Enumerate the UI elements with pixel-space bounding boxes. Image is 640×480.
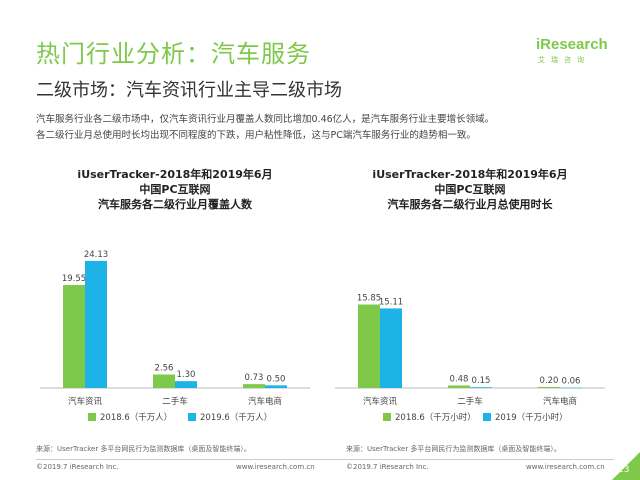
chart-title-line-2: 中国PC互联网 (434, 182, 505, 196)
page-title: 热门行业分析：汽车服务 (36, 40, 311, 68)
chart-title-line-2: 中国PC互联网 (139, 182, 210, 196)
legend-swatch-1 (88, 413, 96, 421)
bar-1-3 (243, 384, 265, 388)
body-line-2: 各二级行业月总使用时长均出现不同程度的下跌，用户粘性降低，这与PC端汽车服务行业… (36, 130, 476, 141)
bar-2-2 (175, 381, 197, 388)
data-label-1-2: 0.48 (450, 374, 469, 384)
logo-wordmark: iResearch (536, 36, 608, 53)
bar-1-3 (538, 386, 560, 388)
bar-1-2 (153, 374, 175, 388)
copyright-right: ©2019.7 iResearch Inc. (346, 463, 429, 471)
data-label-1-2: 2.56 (155, 364, 174, 374)
data-label-1-1: 19.55 (62, 274, 86, 284)
bar-1-1 (63, 285, 85, 388)
legend-label-1: 2018.6（千万小时） (395, 412, 476, 423)
chart-title-line-3: 汽车服务各二级行业月总使用时长 (388, 197, 554, 211)
legend-swatch-2 (483, 413, 491, 421)
chart-title-line-1: iUserTracker-2018年和2019年6月 (372, 167, 567, 181)
page-number: 23 (618, 465, 630, 475)
source-note-left: 来源：UserTracker 多平台网民行为监测数据库（桌面及智能终端）。 (36, 445, 251, 453)
footer-divider (36, 459, 614, 460)
copyright-left: ©2019.7 iResearch Inc. (36, 463, 119, 471)
chart-coverage-svg: iUserTracker-2018年和2019年6月中国PC互联网汽车服务各二级… (40, 167, 310, 423)
data-label-2-3: 0.50 (267, 374, 286, 384)
chart-duration: iUserTracker-2018年和2019年6月 中国PC互联网 汽车服务各二级… (325, 164, 615, 434)
website-right: www.iresearch.com.cn (526, 463, 605, 471)
chart-duration-svg: iUserTracker-2018年和2019年6月中国PC互联网汽车服务各二级… (335, 167, 605, 423)
legend-swatch-2 (188, 413, 196, 421)
data-label-2-1: 24.13 (84, 250, 108, 260)
chart-title-line-3: 汽车服务各二级行业月覆盖人数 (98, 197, 253, 211)
bar-2-1 (380, 308, 402, 388)
bar-2-2 (470, 387, 492, 388)
legend-swatch-1 (383, 413, 391, 421)
section-subtitle: 二级市场：汽车资讯行业主导二级市场 (36, 80, 342, 101)
x-tick-label-3: 汽车电商 (248, 396, 282, 407)
legend-label-2: 2019（千万小时） (495, 412, 568, 423)
x-tick-label-3: 汽车电商 (543, 396, 577, 407)
x-tick-label-1: 汽车资讯 (363, 396, 398, 407)
data-label-1-3: 0.73 (245, 373, 264, 383)
data-label-1-1: 15.85 (357, 294, 381, 304)
data-label-2-1: 15.11 (379, 297, 403, 307)
bar-2-3 (560, 387, 582, 389)
legend-label-1: 2018.6（千万人） (100, 412, 172, 423)
x-tick-label-1: 汽车资讯 (68, 396, 103, 407)
x-tick-label-2: 二手车 (162, 396, 188, 407)
data-label-2-2: 0.15 (472, 376, 491, 386)
x-tick-label-2: 二手车 (457, 396, 483, 407)
bar-2-3 (265, 385, 287, 388)
data-label-1-3: 0.20 (540, 376, 559, 386)
logo-subtext: 艾瑞咨询 (538, 56, 590, 64)
chart-title-line-1: iUserTracker-2018年和2019年6月 (77, 167, 272, 181)
legend-label-2: 2019.6（千万人） (200, 412, 272, 423)
source-note-right: 来源：UserTracker 多平台网民行为监测数据库（桌面及智能终端）。 (346, 445, 561, 453)
bar-2-1 (85, 260, 107, 388)
page-number-tab (612, 452, 640, 480)
chart-coverage: iUserTracker-2018年和2019年6月 中国PC互联网 汽车服务各二级… (30, 164, 320, 434)
body-text: 汽车服务行业各二级市场中，仅汽车资讯行业月覆盖人数同比增加0.46亿人，是汽车服… (36, 112, 616, 144)
bar-1-1 (358, 304, 380, 388)
bar-1-2 (448, 385, 470, 388)
website-left: www.iresearch.com.cn (236, 463, 315, 471)
data-label-2-3: 0.06 (562, 377, 581, 387)
data-label-2-2: 1.30 (177, 370, 196, 380)
body-line-1: 汽车服务行业各二级市场中，仅汽车资讯行业月覆盖人数同比增加0.46亿人，是汽车服… (36, 114, 495, 125)
iresearch-logo: iResearch 艾瑞咨询 (536, 36, 608, 65)
